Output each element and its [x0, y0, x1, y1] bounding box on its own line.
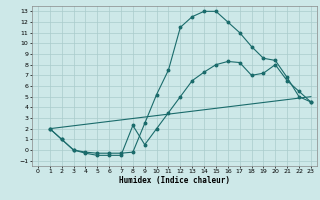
X-axis label: Humidex (Indice chaleur): Humidex (Indice chaleur): [119, 176, 230, 185]
